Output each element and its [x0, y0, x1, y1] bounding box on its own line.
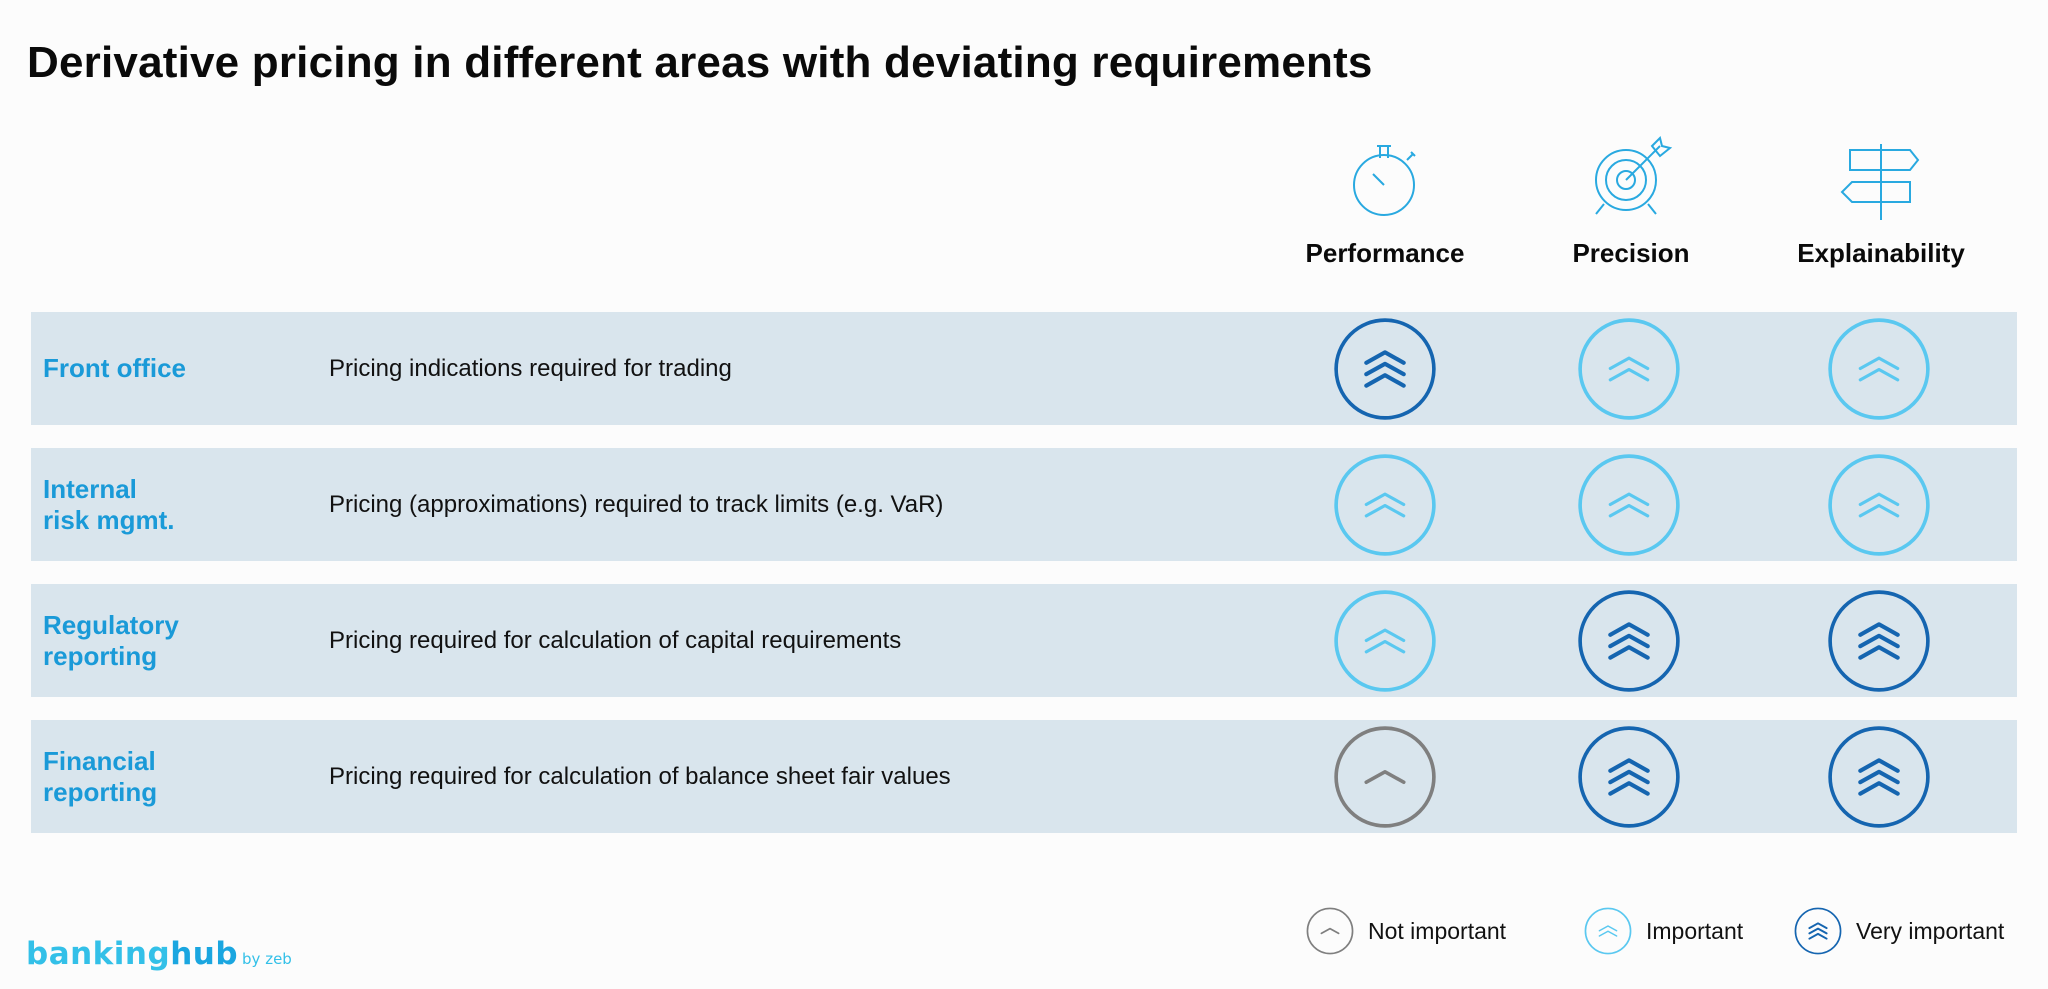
very-important-legend-icon: [1794, 907, 1842, 955]
row-area-label: Financial reporting: [43, 745, 158, 807]
table-row: Financial reporting Pricing required for…: [31, 720, 2017, 833]
table-row: Front office Pricing indications require…: [31, 312, 2017, 425]
row-area-label: Internal risk mgmt.: [43, 473, 175, 535]
legend-label: Important: [1646, 917, 1744, 944]
column-performance: Performance: [1280, 130, 1490, 269]
page-title: Derivative pricing in different areas wi…: [27, 38, 1373, 87]
row-description: Pricing indications required for trading: [329, 354, 732, 382]
stopwatch-icon: [1353, 145, 1416, 216]
very-important-rating-icon: [1333, 317, 1437, 421]
important-rating-icon: [1577, 453, 1681, 557]
important-rating-icon: [1333, 453, 1437, 557]
brand-subtitle: by zeb: [242, 950, 292, 968]
column-precision: Precision: [1526, 130, 1736, 269]
very-important-rating-icon: [1827, 725, 1931, 829]
legend-very-important: Very important: [1794, 905, 2004, 957]
not-important-legend-icon: [1306, 907, 1354, 955]
legend-label: Very important: [1856, 917, 2005, 944]
signpost-icon: [1840, 144, 1920, 220]
very-important-rating-icon: [1827, 589, 1931, 693]
column-explainability: Explainability: [1776, 130, 1986, 269]
target-icon: [1595, 136, 1673, 215]
row-description: Pricing (approximations) required to tra…: [329, 490, 944, 518]
row-area-label: Front office: [43, 353, 186, 383]
row-description: Pricing required for calculation of capi…: [329, 626, 902, 654]
important-rating-icon: [1577, 317, 1681, 421]
important-rating-icon: [1333, 589, 1437, 693]
legend-label: Not important: [1368, 917, 1507, 944]
important-rating-icon: [1827, 317, 1931, 421]
requirements-table: Front office Pricing indications require…: [31, 312, 2017, 856]
row-area-label: Regulatory reporting: [43, 609, 179, 671]
column-label-precision: Precision: [1572, 238, 1690, 268]
table-row: Regulatory reporting Pricing required fo…: [31, 584, 2017, 697]
brand-name-part: hub: [170, 936, 239, 972]
legend-important: Important: [1584, 905, 1743, 957]
table-row: Internal risk mgmt. Pricing (approximati…: [31, 448, 2017, 561]
row-description: Pricing required for calculation of bala…: [329, 762, 951, 790]
legend-not-important: Not important: [1306, 905, 1506, 957]
brand-name-part: banking: [26, 936, 171, 972]
important-rating-icon: [1827, 453, 1931, 557]
very-important-rating-icon: [1577, 725, 1681, 829]
column-label-performance: Performance: [1305, 238, 1465, 268]
important-legend-icon: [1584, 907, 1632, 955]
not-important-rating-icon: [1333, 725, 1437, 829]
column-label-explainability: Explainability: [1797, 238, 1965, 268]
very-important-rating-icon: [1577, 589, 1681, 693]
brand-logo: bankinghub by zeb: [26, 936, 292, 972]
